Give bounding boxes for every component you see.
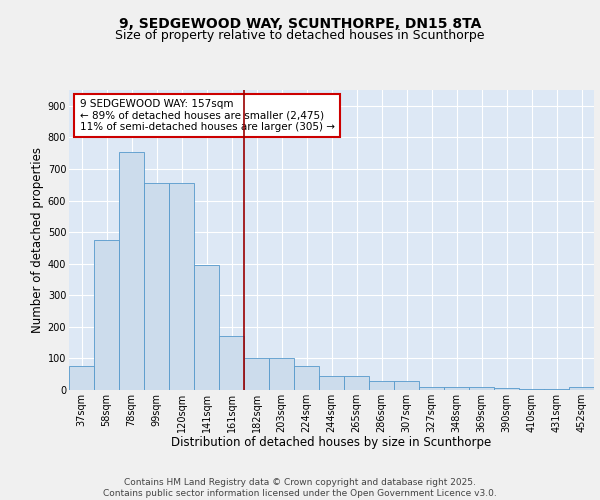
Bar: [394, 380, 419, 390]
Bar: [569, 388, 594, 390]
Bar: [119, 152, 144, 390]
Bar: [69, 366, 94, 390]
Bar: [469, 388, 494, 390]
Bar: [194, 266, 219, 390]
Bar: [169, 183, 194, 390]
Bar: [519, 389, 544, 390]
Text: Contains HM Land Registry data © Crown copyright and database right 2025.
Contai: Contains HM Land Registry data © Crown c…: [103, 478, 497, 498]
Bar: [319, 376, 344, 390]
Text: Size of property relative to detached houses in Scunthorpe: Size of property relative to detached ho…: [115, 29, 485, 42]
Bar: [144, 183, 169, 390]
Bar: [294, 366, 319, 390]
Text: 9, SEDGEWOOD WAY, SCUNTHORPE, DN15 8TA: 9, SEDGEWOOD WAY, SCUNTHORPE, DN15 8TA: [119, 18, 481, 32]
Bar: [344, 376, 369, 390]
Bar: [369, 380, 394, 390]
Bar: [94, 240, 119, 390]
Bar: [269, 358, 294, 390]
Bar: [219, 336, 244, 390]
Bar: [444, 387, 469, 390]
X-axis label: Distribution of detached houses by size in Scunthorpe: Distribution of detached houses by size …: [172, 436, 491, 450]
Bar: [244, 358, 269, 390]
Bar: [419, 387, 444, 390]
Y-axis label: Number of detached properties: Number of detached properties: [31, 147, 44, 333]
Bar: [494, 388, 519, 390]
Text: 9 SEDGEWOOD WAY: 157sqm
← 89% of detached houses are smaller (2,475)
11% of semi: 9 SEDGEWOOD WAY: 157sqm ← 89% of detache…: [79, 99, 335, 132]
